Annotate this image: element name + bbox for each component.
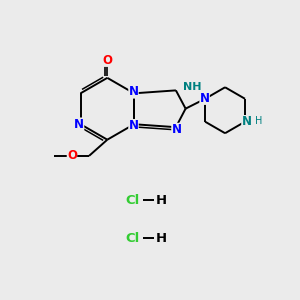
Text: N: N (128, 85, 139, 98)
Text: H: H (156, 232, 167, 245)
Text: H: H (255, 116, 263, 126)
Text: H: H (156, 194, 167, 207)
Text: Cl: Cl (126, 194, 140, 207)
Text: Cl: Cl (126, 232, 140, 245)
Text: N: N (242, 115, 251, 128)
Text: NH: NH (183, 82, 202, 92)
Text: N: N (200, 92, 210, 105)
Text: N: N (74, 118, 84, 131)
Text: O: O (102, 54, 112, 67)
Text: N: N (172, 123, 182, 136)
Text: O: O (67, 149, 77, 162)
Text: N: N (128, 119, 139, 132)
